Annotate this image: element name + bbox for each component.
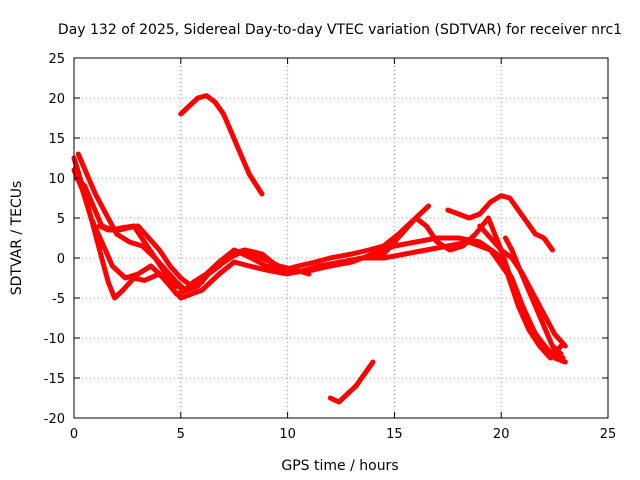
x-axis-label: GPS time / hours — [281, 458, 398, 474]
x-tick-label: 0 — [70, 427, 78, 442]
series-track-1 — [71, 155, 564, 361]
chart-title: Day 132 of 2025, Sidereal Day-to-day VTE… — [58, 22, 622, 38]
plot-frame — [73, 57, 609, 419]
x-tick-label: 5 — [177, 427, 185, 442]
y-tick-label: 25 — [48, 52, 65, 67]
y-tick-label: 10 — [48, 172, 65, 187]
x-tick-label: 15 — [386, 427, 403, 442]
y-tick-label: -15 — [44, 372, 65, 387]
y-tick-label: -10 — [44, 332, 65, 347]
x-tick-label: 25 — [600, 427, 617, 442]
grid-lines — [74, 58, 608, 418]
x-tick-label: 10 — [279, 427, 296, 442]
series-track-9 — [445, 193, 555, 253]
series-track-11 — [503, 235, 564, 357]
series-track-8 — [370, 215, 568, 365]
series-track-5 — [75, 151, 432, 293]
series-track-10 — [477, 223, 568, 349]
y-tick-label: 0 — [57, 252, 65, 267]
y-tick-label: -5 — [52, 292, 65, 307]
axis-ticks: 0 5 10 15 20 25 -20 -15 -10 -5 0 5 10 15 20 25 — [44, 52, 617, 442]
series-track-6 — [178, 93, 265, 197]
series-layer — [71, 93, 568, 405]
series-track-7 — [327, 359, 376, 405]
y-axis-label: SDTVAR / TECUs — [9, 181, 25, 296]
y-tick-label: 15 — [48, 132, 65, 147]
x-tick-label: 20 — [493, 427, 510, 442]
y-tick-label: -20 — [44, 412, 65, 427]
y-tick-label: 5 — [57, 212, 65, 227]
y-tick-label: 20 — [48, 92, 65, 107]
